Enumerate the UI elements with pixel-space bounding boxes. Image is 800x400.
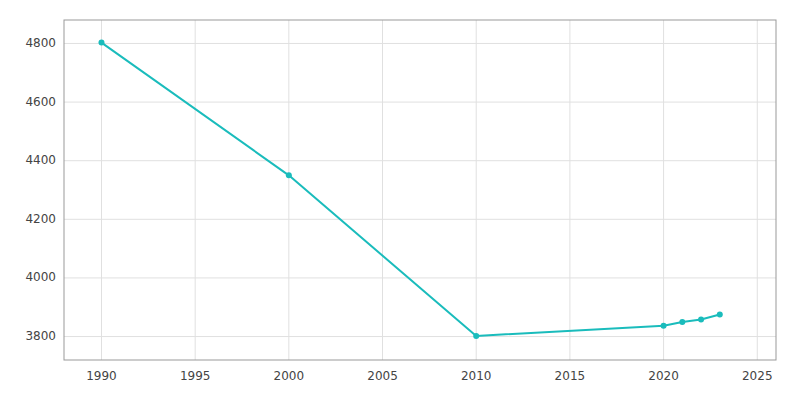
grid-line-y	[64, 43, 776, 44]
x-tick-label: 2010	[461, 369, 492, 383]
grid-line-x	[382, 20, 383, 360]
x-tick-label: 2005	[367, 369, 398, 383]
grid-line-y	[64, 102, 776, 103]
grid-line-y	[64, 336, 776, 337]
x-tick-label: 2000	[274, 369, 305, 383]
grid-line-y	[64, 160, 776, 161]
point	[473, 333, 479, 339]
y-tick-label: 4800	[25, 36, 56, 50]
grid	[64, 20, 776, 360]
x-tick-label: 2015	[555, 369, 586, 383]
y-tick-label: 4400	[25, 153, 56, 167]
y-tick-label: 3800	[25, 329, 56, 343]
x-tick-label: 1990	[86, 369, 117, 383]
x-tick-label: 2020	[648, 369, 679, 383]
line	[101, 43, 719, 336]
chart-svg: 3800 4000 4200 4400 4600 4800 1990 1995 2000 2005…	[0, 0, 800, 400]
plot-background	[64, 20, 776, 360]
point	[286, 172, 292, 178]
data-group	[98, 40, 722, 339]
grid-line-x	[195, 20, 196, 360]
chart-container: 3800 4000 4200 4400 4600 4800 1990 1995 2000 2005…	[0, 0, 800, 400]
grid-line-x	[663, 20, 664, 360]
point	[98, 40, 104, 46]
grid-line-x	[569, 20, 570, 360]
point	[679, 319, 685, 325]
y-tick-label: 4600	[25, 95, 56, 109]
grid-line-y	[64, 219, 776, 220]
grid-line-y	[64, 277, 776, 278]
point	[661, 323, 667, 329]
grid-line-x	[288, 20, 289, 360]
x-tick-label: 2025	[742, 369, 773, 383]
y-tick-label: 4000	[25, 270, 56, 284]
plot-frame	[64, 20, 776, 360]
point	[698, 317, 704, 323]
point	[717, 312, 723, 318]
grid-line-x	[476, 20, 477, 360]
grid-line-x	[101, 20, 102, 360]
y-tick-label: 4200	[25, 212, 56, 226]
x-tick-label: 1995	[180, 369, 211, 383]
grid-line-x	[757, 20, 758, 360]
